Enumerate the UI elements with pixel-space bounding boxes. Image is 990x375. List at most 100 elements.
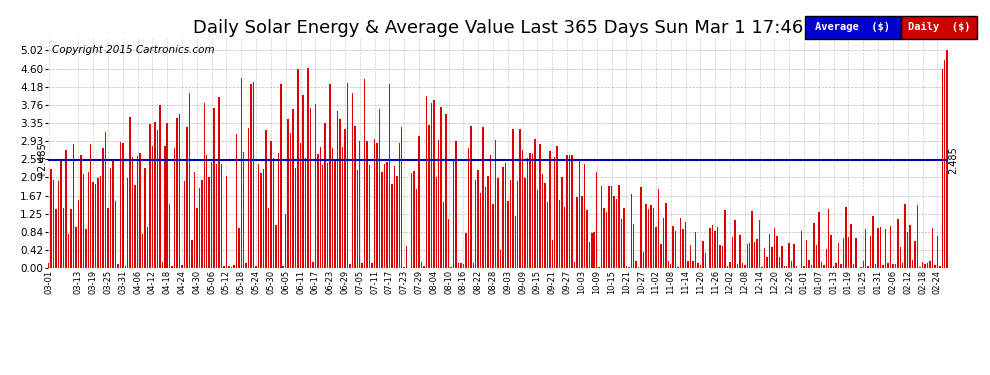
Bar	[335, 159, 336, 268]
Bar	[586, 210, 588, 268]
Bar	[492, 204, 494, 268]
Bar	[438, 140, 440, 268]
Bar	[275, 225, 276, 268]
Bar	[295, 168, 296, 268]
Bar	[280, 84, 281, 268]
Bar	[470, 126, 471, 268]
Bar	[515, 216, 516, 268]
Bar	[823, 265, 825, 268]
Bar	[618, 184, 620, 268]
Bar	[793, 244, 795, 268]
Bar	[902, 263, 904, 268]
Bar	[389, 84, 390, 268]
Bar	[749, 243, 750, 268]
Bar	[880, 227, 881, 268]
Bar	[169, 204, 170, 268]
Bar	[623, 207, 625, 268]
Bar	[803, 266, 805, 268]
Bar	[52, 180, 54, 268]
Bar	[566, 155, 568, 268]
Bar	[428, 124, 430, 268]
Bar	[910, 225, 911, 268]
Bar	[645, 204, 646, 268]
Bar	[337, 111, 339, 268]
Bar	[917, 205, 919, 268]
Bar	[850, 224, 851, 268]
Bar	[746, 244, 748, 268]
Bar	[549, 151, 550, 268]
Bar	[771, 247, 772, 268]
Bar	[265, 130, 266, 268]
Bar	[485, 187, 486, 268]
Bar	[443, 202, 445, 268]
Bar	[705, 252, 706, 268]
Bar	[342, 147, 344, 268]
Bar	[431, 103, 432, 268]
Bar	[243, 152, 245, 268]
Bar	[808, 260, 810, 268]
Bar	[127, 178, 129, 268]
Bar	[305, 159, 306, 268]
Bar	[161, 262, 163, 268]
Bar	[48, 263, 50, 268]
Bar	[751, 211, 753, 268]
Bar	[401, 126, 403, 268]
Bar	[761, 267, 763, 268]
Bar	[250, 84, 251, 268]
Bar	[228, 266, 230, 268]
Bar	[107, 208, 109, 268]
Bar	[670, 264, 671, 268]
Bar	[778, 258, 780, 268]
Bar	[638, 267, 640, 268]
Bar	[154, 122, 155, 268]
Bar	[204, 102, 205, 268]
Bar	[727, 266, 729, 268]
Bar	[224, 266, 225, 268]
Bar	[887, 263, 889, 268]
Bar	[732, 237, 734, 268]
Bar	[50, 169, 51, 268]
Bar	[633, 224, 635, 268]
Bar	[845, 207, 846, 268]
Bar	[345, 129, 346, 268]
Bar	[125, 266, 126, 268]
Bar	[351, 93, 353, 268]
Bar	[710, 228, 711, 268]
Bar	[828, 209, 830, 268]
Bar	[391, 184, 393, 268]
Bar	[327, 164, 329, 268]
Bar	[740, 235, 741, 268]
Bar	[611, 186, 612, 268]
Bar	[236, 134, 237, 268]
Bar	[551, 240, 553, 268]
Bar	[715, 231, 716, 268]
Bar	[255, 266, 256, 268]
Bar	[156, 130, 158, 268]
Bar	[262, 169, 264, 268]
Bar	[665, 203, 666, 268]
Bar	[467, 148, 469, 268]
Bar	[87, 172, 89, 268]
Bar	[744, 265, 745, 268]
Bar	[413, 171, 415, 268]
Bar	[302, 95, 304, 268]
Bar	[603, 209, 605, 268]
Bar	[502, 167, 504, 268]
Bar	[130, 117, 131, 268]
Bar	[132, 157, 134, 268]
Bar	[907, 232, 909, 268]
Bar	[226, 176, 228, 268]
Bar	[219, 97, 220, 268]
Bar	[596, 172, 597, 268]
Bar	[783, 266, 785, 268]
Bar	[535, 139, 536, 268]
Bar	[695, 232, 696, 268]
Bar	[816, 245, 817, 268]
Bar	[505, 163, 506, 268]
Bar	[702, 241, 704, 268]
Bar	[905, 204, 906, 268]
Bar	[349, 264, 350, 268]
Bar	[495, 140, 496, 268]
Bar	[406, 246, 408, 268]
Bar	[92, 182, 94, 268]
